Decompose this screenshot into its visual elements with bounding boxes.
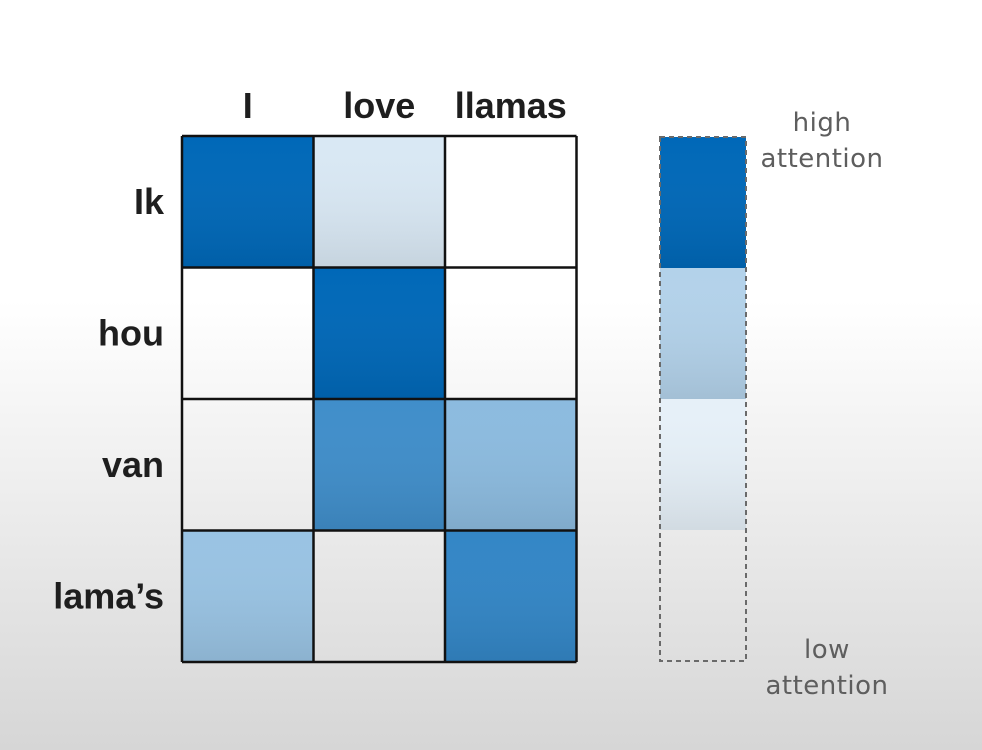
column-label: llamas [455, 85, 567, 126]
legend-swatch [660, 530, 746, 661]
high-attention-label: high [793, 108, 852, 138]
heatmap-cell-shade [313, 399, 445, 531]
legend-swatch-shade [660, 399, 746, 530]
high-attention-label: attention [760, 144, 883, 174]
heatmap-cell-r1-c0 [182, 268, 314, 400]
heatmap-cell-shade [445, 530, 577, 662]
low-attention-label: attention [765, 671, 888, 701]
heatmap-cell-shade [182, 530, 314, 662]
heatmap-cell-r1-c2 [445, 268, 577, 400]
heatmap-cell-r0-c2 [445, 136, 577, 268]
row-label: hou [98, 312, 164, 353]
column-label: love [343, 85, 415, 126]
low-attention-label: low [804, 635, 850, 665]
heatmap-cell-r2-c0 [182, 399, 314, 531]
heatmap-cell-shade [182, 136, 314, 268]
column-label: I [243, 85, 253, 126]
row-label: Ik [134, 181, 165, 222]
legend-border [659, 136, 747, 662]
heatmap-cell-shade [313, 267, 445, 399]
heatmap-cell-shade [445, 399, 577, 531]
heatmap-cell-r3-c1 [314, 531, 446, 663]
row-label: lama’s [53, 575, 164, 616]
legend-swatch-shade [660, 137, 746, 268]
legend-swatch-shade [660, 268, 746, 399]
heatmap-cell-shade [313, 136, 445, 268]
row-label: van [102, 444, 164, 485]
